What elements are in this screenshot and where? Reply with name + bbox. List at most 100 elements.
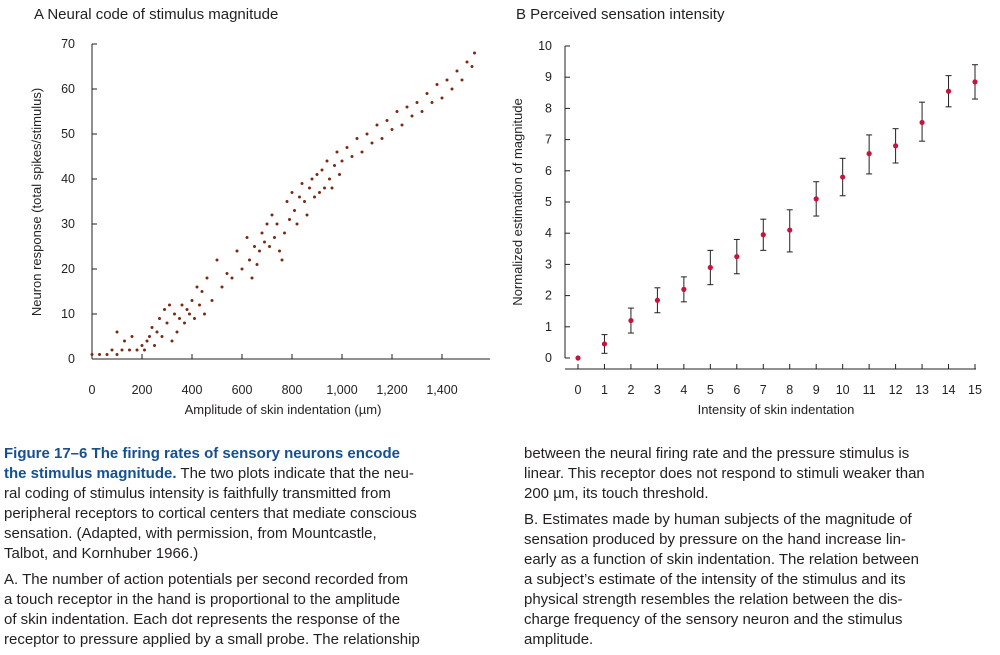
panel-a-x-tick-label: 0 [89, 383, 96, 397]
panel-b-x-tick-label: 0 [575, 383, 582, 397]
panel-a-data-point [153, 344, 156, 347]
panel-a-data-point [195, 285, 199, 289]
caption-line: linear. This receptor does not respond t… [524, 465, 925, 482]
panel-a-data-point [128, 348, 131, 352]
caption-paragraph-a: A. The number of action potentials per s… [4, 570, 480, 650]
panel-a-data-point [323, 186, 326, 190]
panel-b-data-point [734, 254, 740, 260]
caption-line: A. The number of action potentials per s… [4, 571, 409, 588]
panel-a-data-point [265, 222, 269, 226]
panel-b-data-point [681, 286, 687, 292]
panel-a-data-point [110, 348, 114, 352]
figure-label: Figure 17–6 [4, 445, 88, 462]
panel-b-x-tick-label: 6 [733, 383, 740, 397]
panel-a-data-point [158, 317, 161, 320]
panel-b-y-tick-label: 7 [545, 133, 552, 147]
panel-a-x-tick-label: 1,400 [426, 383, 457, 397]
panel-b-chart: B Perceived sensation intensity 0 12 3 4 5 6 7… [510, 6, 982, 417]
panel-b-data-point [707, 264, 713, 271]
panel-b-x-tick-label: 15 [968, 383, 982, 397]
panel-b-data-point [654, 297, 661, 303]
panel-a-data-point [290, 191, 294, 194]
panel-a-data-point [270, 213, 274, 217]
caption-right-column: between the neural firing rate and the p… [524, 444, 1000, 650]
figure-bold-title: The firing rates of sensory neurons enco… [4, 445, 400, 482]
panel-a-chart: A Neural code of stimulus magnitude 0 10 2… [29, 6, 490, 417]
panel-b-x-tick-label: 2 [627, 383, 634, 397]
panel-b-x-tick-label: 10 [836, 383, 850, 397]
panel-a-data-point [160, 335, 164, 338]
panel-a-data-point [263, 240, 266, 244]
panel-a-data-point [333, 164, 336, 167]
panel-a-y-tick-label: 50 [61, 127, 75, 141]
caption-line: physical strength resembles the relation… [524, 591, 903, 608]
panel-a-data-point [145, 339, 149, 343]
caption-line: 200 µm, its touch threshold. [524, 485, 709, 502]
panel-a-data-point [190, 299, 194, 302]
panel-a-data-point [440, 96, 444, 100]
panel-b-y-tick-label: 6 [545, 164, 552, 178]
panel-a-x-axis-label: Amplitude of skin indentation (µm) [185, 402, 382, 417]
panel-a-data-point [288, 218, 291, 221]
panel-b-data-point [919, 119, 925, 126]
panel-a-data-point [115, 353, 119, 356]
panel-a-data-point [340, 159, 344, 163]
panel-a-x-tick-label: 1,000 [326, 383, 357, 397]
panel-b-x-tick-label: 4 [680, 383, 687, 397]
panel-b-data-point [866, 151, 872, 157]
panel-b-x-tick-label: 5 [707, 383, 714, 397]
caption-line: B. Estimates made by human subjects of t… [524, 511, 912, 528]
panel-a-data-point [178, 317, 181, 320]
panel-a-x-ticks: 0 200 400 600 800 1,000 1,200 1,400 [89, 354, 458, 397]
panel-a-data-point [210, 299, 214, 302]
panel-b-y-tick-label: 8 [545, 101, 552, 115]
panel-b-data-point [972, 79, 978, 85]
panel-a-data-point [200, 290, 204, 293]
panel-a-data-point [280, 258, 284, 262]
panel-b-data-point [787, 227, 793, 233]
panel-a-data-point [150, 326, 154, 329]
panel-b-data-point [893, 143, 899, 149]
panel-a-data-point [435, 83, 439, 86]
panel-a-data-point [460, 78, 464, 82]
panel-b-x-ticks: 0 1 2 3 4 5 6 7 8 9 10 11 12 13 14 15 [575, 364, 982, 397]
panel-a-data-point [253, 245, 256, 248]
panel-a-data-point [318, 191, 321, 194]
caption-line: peripheral receptors to cortical centers… [4, 505, 417, 522]
panel-a-y-tick-label: 60 [61, 82, 75, 96]
caption-intro: Figure 17–6 The firing rates of sensory … [4, 444, 480, 564]
panel-a-y-tick-label: 10 [61, 307, 75, 321]
panel-a-data-point [90, 353, 94, 356]
panel-a-data-point [390, 128, 394, 131]
panel-a-data-point [123, 339, 126, 343]
panel-b-title: B Perceived sensation intensity [516, 6, 725, 23]
panel-a-data-point [283, 231, 286, 235]
panel-a-data-point [380, 137, 384, 140]
panel-a-data-point [305, 213, 309, 217]
panel-a-data-point [268, 245, 271, 248]
panel-a-data-point [105, 353, 109, 356]
panel-b-data-point [813, 196, 819, 202]
panel-a-data-point [185, 308, 189, 311]
panel-a-data-point [303, 200, 306, 203]
panel-b-x-tick-label: 13 [915, 383, 929, 397]
panel-b-x-tick-label: 3 [654, 383, 661, 397]
panel-b-y-tick-label: 0 [545, 351, 552, 365]
panel-b-y-tick-label: 4 [545, 226, 552, 240]
panel-b-x-tick-label: 12 [889, 383, 903, 397]
panel-a-data-point [148, 335, 151, 338]
panel-a-data-point [180, 303, 184, 307]
panel-a-data-point [220, 285, 224, 289]
panel-a-data-point [430, 101, 434, 104]
panel-a-data-point [98, 353, 101, 356]
panel-b-y-tick-label: 10 [538, 39, 552, 53]
caption-line: Talbot, and Kornhuber 1966.) [4, 545, 199, 562]
panel-a-y-axis-label: Neuron response (total spikes/stimulus) [29, 88, 44, 316]
panel-b-data-point [575, 355, 581, 361]
panel-a-data-point [473, 51, 476, 55]
panel-b-x-tick-label: 8 [786, 383, 793, 397]
panel-a-data-point [130, 335, 134, 338]
panel-b-data-point [601, 341, 608, 347]
panel-a-data-point [245, 236, 249, 239]
panel-a-data-point [320, 168, 324, 172]
